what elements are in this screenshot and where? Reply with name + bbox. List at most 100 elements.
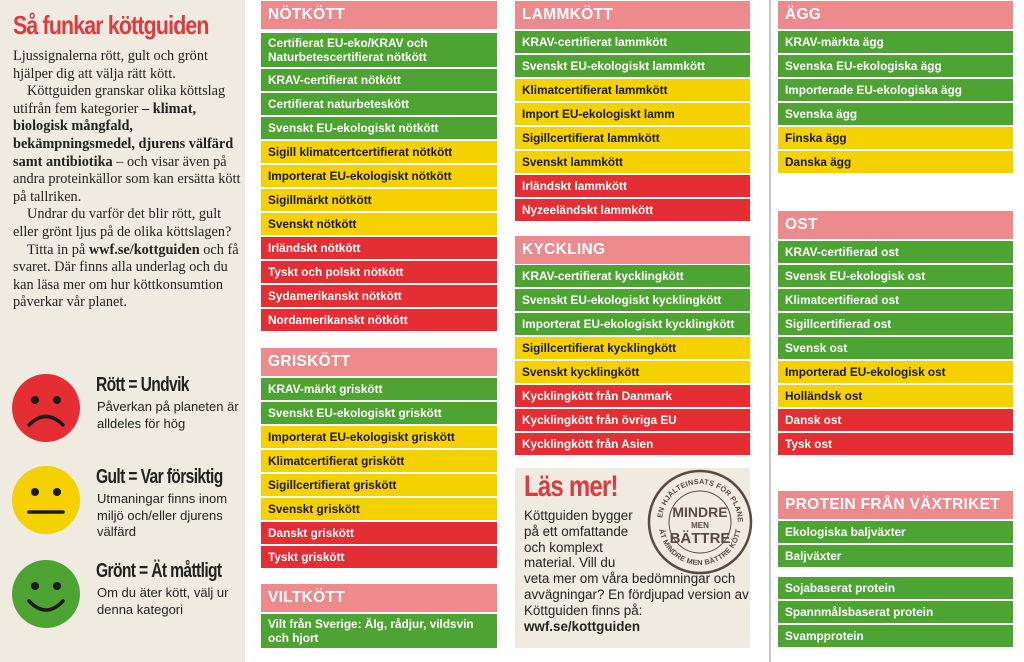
category-title-protein: PROTEIN FRÅN VÄXTRIKET — [778, 491, 1013, 519]
sad-face-icon — [12, 374, 80, 442]
list-item: Svenska ägg — [778, 103, 1013, 125]
category-kyckling: KYCKLING KRAV-certifierat kycklingkött Sv… — [515, 236, 750, 455]
seal-center-2: MEN — [691, 521, 709, 530]
list-item: Kycklingkött från övriga EU — [515, 409, 750, 431]
category-ost: OST KRAV-certifierad ost Svensk EU-ekolog… — [778, 211, 1013, 455]
neutral-face-icon — [12, 466, 80, 534]
list-item: Sydamerikanskt nötkött — [261, 285, 497, 307]
legend-desc-green: Om du äter kött, välj ur denna kategori — [97, 585, 229, 617]
mindre-men-battre-seal-icon: GÖR EN HJÄLTEINSATS FÖR PLANETEN ÄT MIND… — [646, 468, 753, 575]
list-item: Tysk ost — [778, 433, 1013, 455]
list-item: Kycklingkött från Asien — [515, 433, 750, 455]
list-item: Svenska EU-ekologiska ägg — [778, 55, 1013, 77]
list-item: Import EU-ekologiskt lamm — [515, 103, 750, 125]
list-item: KRAV-märkta ägg — [778, 31, 1013, 53]
list-item: Klimatcertifierad ost — [778, 289, 1013, 311]
list-item: KRAV-certifierad ost — [778, 241, 1013, 263]
list-item: Klimatcertifierat lammkött — [515, 79, 750, 101]
category-title-lammkott: LAMMKÖTT — [515, 1, 750, 29]
list-item: Sigillcertifierat griskött — [261, 474, 497, 496]
list-item: Danskt griskött — [261, 522, 497, 544]
read-more-text: Köttguiden bygger på ett omfattande och … — [524, 508, 749, 634]
list-item: Danska ägg — [778, 151, 1013, 173]
intro-paragraph-2: Köttguiden granskar olika köttslag utifr… — [13, 83, 241, 206]
legend-title-green: Grönt = Ät måttligt — [96, 560, 222, 582]
list-item: Tyskt griskött — [261, 546, 497, 568]
intro-paragraph-1: Ljussignalerna rött, gult och grönt hjäl… — [13, 48, 208, 82]
category-agg: ÄGG KRAV-märkta ägg Svenska EU-ekologiska… — [778, 1, 1013, 173]
list-item: Nordamerikanskt nötkött — [261, 309, 497, 331]
list-item: Sigillcertifierad ost — [778, 313, 1013, 335]
legend-desc-yellow: Utmaningar finns inom miljö och/eller dj… — [97, 491, 228, 539]
seal-center-3: BÄTTRE — [670, 530, 731, 547]
intro-p2-start: Köttguiden granskar olika köttslag utifr… — [13, 83, 226, 117]
category-title-viltkott: VILTKÖTT — [261, 584, 497, 612]
category-griskott: GRISKÖTT KRAV-märkt griskött Svenskt EU-e… — [261, 348, 497, 568]
list-item: Sigillmärkt nötkött — [261, 189, 497, 211]
list-item: Svenskt nötkött — [261, 213, 497, 235]
list-item: Baljväxter — [778, 545, 1013, 567]
list-item: Svenskt EU-ekologiskt lammkött — [515, 55, 750, 77]
list-item: Importerad EU-ekologisk ost — [778, 361, 1013, 383]
list-item: Certifierat EU-eko/KRAV och Naturbetesce… — [261, 33, 497, 67]
read-more-box: Läs mer! Köttguiden bygger på ett omfatt… — [515, 468, 753, 648]
list-item: Kycklingkött från Danmark — [515, 385, 750, 407]
list-item: Spannmålsbaserat protein — [778, 601, 1013, 623]
list-item: Sigill klimatcertcertifierat nötkött — [261, 141, 497, 163]
intro-paragraph-3: Undrar du varför det blir rött, gult ell… — [13, 206, 232, 240]
category-notkott: NÖTKÖTT Certifierat EU-eko/KRAV och Natu… — [261, 1, 497, 331]
read-more-text-end: veta mer om våra bedömningar och avvägni… — [524, 571, 749, 618]
list-item: Svenskt EU-ekologiskt griskött — [261, 402, 497, 424]
seal-center-1: MINDRE — [672, 504, 727, 520]
column-divider — [769, 0, 771, 662]
read-more-title: Läs mer! — [524, 470, 618, 503]
list-item: Dansk ost — [778, 409, 1013, 431]
list-item: Importerat EU-ekologiskt kycklingkött — [515, 313, 750, 335]
list-item: Importerat EU-ekologiskt griskött — [261, 426, 497, 448]
list-item: Svenskt griskött — [261, 498, 497, 520]
list-item: Sigillcertifierat kycklingkött — [515, 337, 750, 359]
list-item: Svampprotein — [778, 625, 1013, 647]
intro-link[interactable]: wwf.se/kottguiden — [88, 241, 200, 258]
list-item: Importerat EU-ekologiskt nötkött — [261, 165, 497, 187]
list-item: Importerade EU-ekologiska ägg — [778, 79, 1013, 101]
list-item: Svenskt EU-ekologiskt nötkött — [261, 117, 497, 139]
intro-title: Så funkar köttguiden — [13, 10, 209, 40]
list-item: Svenskt EU-ekologiskt kycklingkött — [515, 289, 750, 311]
list-item: KRAV-märkt griskött — [261, 378, 497, 400]
list-item: Nyzeeländskt lammkött — [515, 199, 750, 221]
list-item: Ekologiska baljväxter — [778, 521, 1013, 543]
list-item: Holländsk ost — [778, 385, 1013, 407]
list-item: Tyskt och polskt nötkött — [261, 261, 497, 283]
read-more-text-start: Köttguiden bygger på ett omfattande och … — [524, 508, 633, 571]
list-item: Svenskt lammkött — [515, 151, 750, 173]
category-title-griskott: GRISKÖTT — [261, 348, 497, 376]
list-item: Svensk ost — [778, 337, 1013, 359]
list-item: Irländskt nötkött — [261, 237, 497, 259]
category-title-ost: OST — [778, 211, 1013, 239]
category-title-notkott: NÖTKÖTT — [261, 1, 497, 29]
intro-panel: Så funkar köttguiden Ljussignalerna rött… — [0, 0, 245, 662]
category-viltkott: VILTKÖTT Vilt från Sverige: Älg, rådjur,… — [261, 584, 497, 648]
list-item: KRAV-certifierat kycklingkött — [515, 265, 750, 287]
list-item: KRAV-certifierat nötkött — [261, 69, 497, 91]
legend-title-red: Rött = Undvik — [96, 374, 189, 396]
intro-p2-end: – och visar även på andra proteinkällor … — [13, 153, 241, 205]
list-item: Certifierat naturbeteskött — [261, 93, 497, 115]
list-item: Finska ägg — [778, 127, 1013, 149]
legend-yellow: Gult = Var försiktig Utmaningar finns in… — [12, 466, 242, 546]
category-lammkott: LAMMKÖTT KRAV-certifierat lammkött Svensk… — [515, 1, 750, 221]
category-title-kyckling: KYCKLING — [515, 236, 750, 264]
list-item: Svensk EU-ekologisk ost — [778, 265, 1013, 287]
intro-body: Ljussignalerna rött, gult och grönt hjäl… — [13, 48, 241, 312]
intro-paragraph-4: Titta in på wwf.se/kottguiden och få sva… — [13, 242, 241, 312]
legend-title-yellow: Gult = Var försiktig — [96, 466, 223, 488]
list-item: Svenskt kycklingkött — [515, 361, 750, 383]
read-more-link[interactable]: wwf.se/kottguiden — [524, 618, 641, 634]
list-item: KRAV-certifierat lammkött — [515, 31, 750, 53]
category-protein: PROTEIN FRÅN VÄXTRIKET Ekologiska baljvä… — [778, 491, 1013, 647]
list-item: Klimatcertifierat griskött — [261, 450, 497, 472]
list-item: Sojabaserat protein — [778, 577, 1013, 599]
happy-face-icon — [12, 560, 80, 628]
list-item: Irländskt lammkött — [515, 175, 750, 197]
